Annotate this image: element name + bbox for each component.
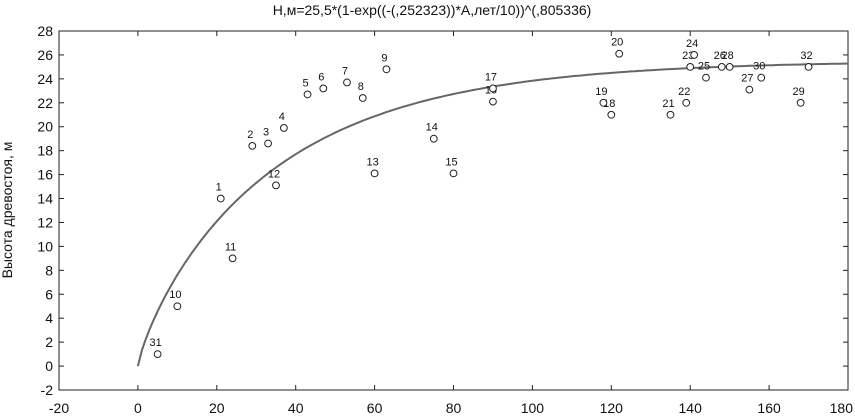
x-tick-label: 40	[288, 400, 304, 416]
data-point-label: 28	[722, 50, 734, 62]
data-point-label: 32	[800, 50, 812, 62]
data-point-label: 14	[426, 122, 438, 134]
y-tick-label: 0	[45, 358, 53, 374]
plot-frame	[58, 30, 849, 391]
data-points: 1234567891011121314151617181920212223242…	[150, 37, 813, 359]
data-point-label: 2	[247, 129, 253, 141]
data-point-label: 26	[714, 50, 726, 62]
data-point	[690, 51, 699, 59]
data-point	[228, 254, 237, 263]
data-point-label: 22	[678, 86, 690, 98]
data-point	[264, 139, 272, 148]
x-tick-label: 120	[600, 400, 624, 416]
data-point	[725, 63, 734, 71]
y-tick-label: 2	[45, 334, 53, 350]
data-point	[382, 65, 391, 74]
chart-title: H,м=25,5*(1-exp((-(,252323))*A,лет/10))^…	[273, 2, 592, 18]
x-tick-label: 0	[134, 400, 142, 416]
y-tick-label: -2	[41, 382, 54, 398]
x-axis-ticks: -20 0 20 40 60 80 100 120 140 160 180	[49, 31, 853, 416]
data-point-label: 15	[445, 156, 457, 168]
data-point	[745, 85, 754, 94]
y-tick-label: 16	[37, 167, 53, 183]
data-point	[599, 98, 608, 107]
y-tick-label: 20	[37, 119, 53, 135]
y-tick-label: 6	[45, 286, 53, 302]
data-point	[489, 97, 497, 106]
data-point	[717, 63, 726, 71]
data-point-label: 19	[595, 86, 607, 98]
data-point	[248, 141, 257, 150]
data-point	[429, 134, 438, 143]
data-point	[319, 84, 328, 93]
y-tick-label: 14	[37, 191, 53, 207]
data-point-label: 31	[150, 337, 162, 349]
data-point-label: 24	[686, 38, 698, 50]
data-point-label: 13	[366, 156, 378, 168]
data-point	[216, 194, 225, 203]
data-point-label: 30	[753, 61, 765, 73]
x-tick-label: 140	[679, 400, 703, 416]
data-point	[682, 98, 691, 107]
data-point	[153, 350, 162, 359]
data-point	[666, 110, 675, 119]
y-tick-label: 28	[37, 23, 53, 39]
data-point	[489, 84, 497, 93]
data-point-label: 4	[279, 111, 285, 123]
data-point-label: 27	[741, 73, 753, 85]
data-point-label: 7	[342, 65, 348, 77]
data-point-label: 12	[268, 168, 280, 180]
x-tick-label: -20	[49, 400, 69, 416]
y-tick-label: 26	[37, 47, 53, 63]
data-point	[173, 302, 182, 311]
data-point	[303, 90, 312, 99]
x-tick-label: 180	[830, 400, 854, 416]
x-tick-label: 100	[521, 400, 545, 416]
fit-curve-group	[136, 62, 849, 367]
data-point-label: 11	[225, 241, 236, 253]
y-tick-label: 8	[45, 262, 53, 278]
data-point	[796, 98, 805, 107]
data-point	[358, 94, 367, 102]
data-point-label: 29	[793, 86, 805, 98]
x-tick-label: 20	[209, 400, 225, 416]
data-point-label: 1	[216, 182, 222, 194]
data-point	[804, 63, 813, 71]
data-point-label: 20	[611, 37, 623, 49]
y-axis-label: Высота древостоя, м	[0, 142, 15, 279]
data-point	[449, 169, 458, 178]
y-tick-label: 24	[37, 71, 53, 87]
data-point	[607, 110, 616, 119]
data-point-label: 21	[662, 98, 674, 110]
data-point-label: 8	[358, 81, 364, 93]
y-tick-label: 10	[37, 238, 53, 254]
data-point	[279, 124, 288, 132]
data-point	[757, 73, 766, 82]
data-point-label: 10	[169, 289, 181, 301]
data-point-label: 25	[698, 61, 710, 73]
x-tick-label: 160	[757, 400, 781, 416]
data-point-label: 17	[485, 71, 497, 83]
y-tick-label: 18	[37, 143, 53, 159]
y-tick-label: 22	[37, 95, 53, 111]
x-tick-label: 80	[446, 400, 462, 416]
y-tick-label: 12	[37, 214, 53, 230]
data-point-label: 5	[302, 77, 308, 89]
y-tick-label: 4	[45, 310, 53, 326]
data-point	[272, 181, 280, 190]
fit-curve-line	[136, 62, 849, 367]
data-point-label: 6	[318, 71, 324, 83]
data-point	[370, 169, 379, 178]
data-point	[702, 73, 710, 82]
data-point	[686, 63, 695, 71]
plot-area	[58, 30, 849, 391]
data-point	[615, 49, 624, 58]
data-point-label: 9	[381, 52, 387, 64]
x-tick-label: 60	[367, 400, 383, 416]
data-point	[343, 78, 351, 87]
data-point-label: 3	[263, 126, 269, 138]
